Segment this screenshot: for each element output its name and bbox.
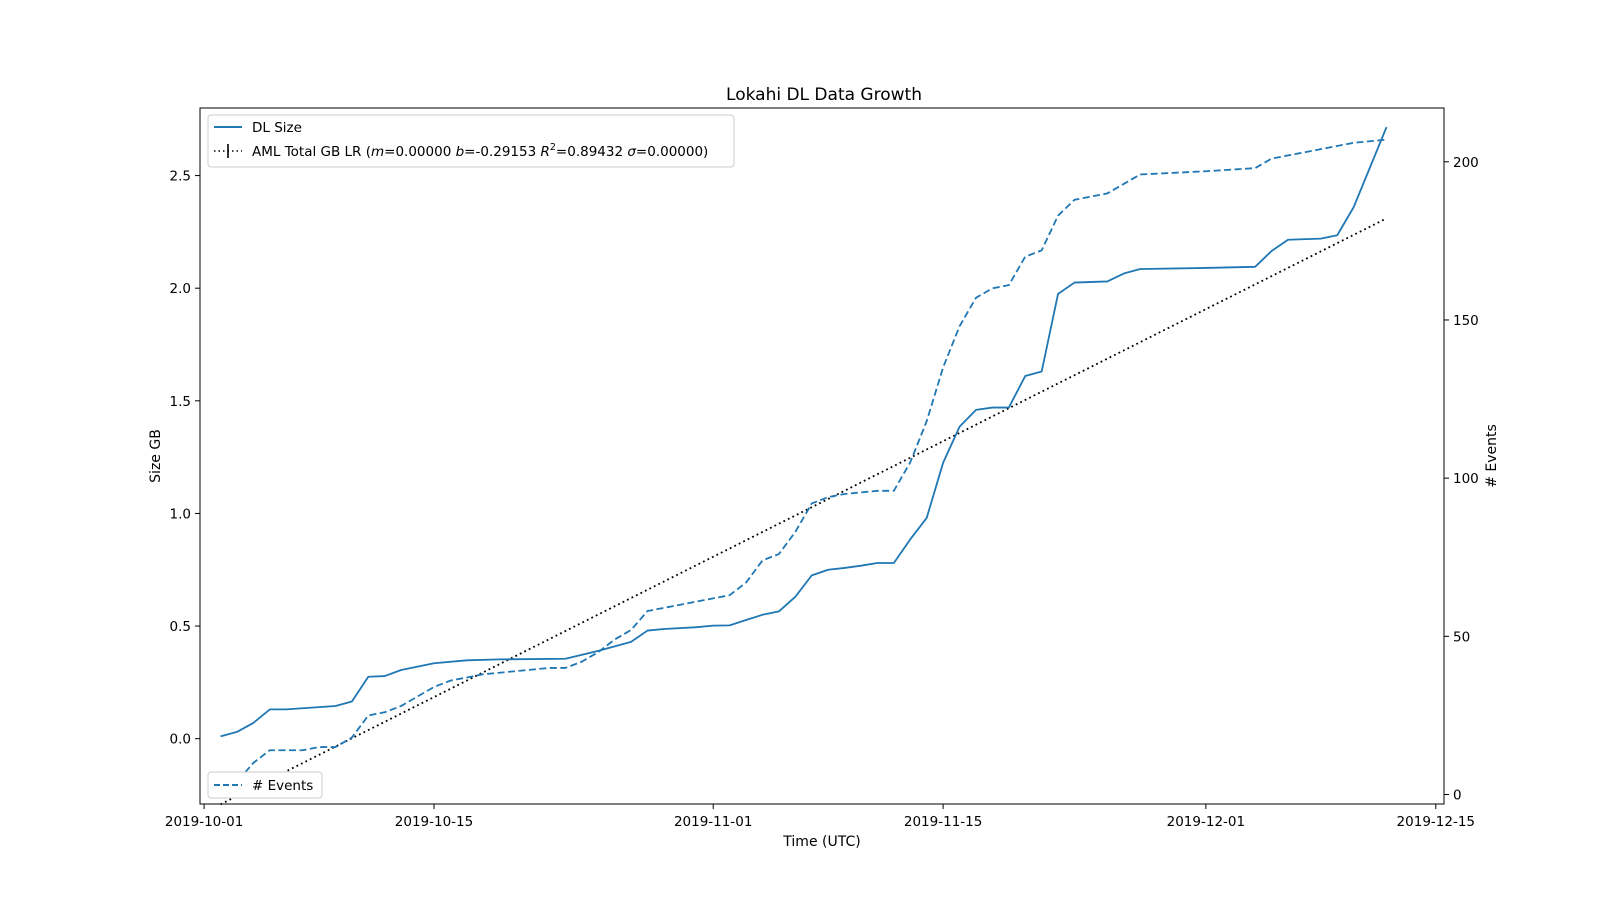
y-tick-label: 0.5 [170,619,191,635]
x-tick-label: 2019-12-15 [1397,814,1475,830]
legend-bottom-left: # Events [207,771,323,799]
plot-area-frame [199,107,1445,805]
y-tick-label: 1.5 [170,394,191,410]
y-tick-label: 0.0 [170,732,191,748]
x-tick-label: 2019-10-15 [395,814,473,830]
x-tick-label: 2019-11-15 [904,814,982,830]
y2-tick-label: 100 [1453,471,1479,487]
y2-tick-label: 50 [1453,629,1470,645]
legend-lr-label: AML Total GB LR (m=0.00000 b=-0.29153 R2… [252,142,708,160]
legend-bottom-left-box [207,771,323,799]
legend-top-left-box [207,114,735,168]
y2-axis-ticks: 0 50 100 150 200 [1444,155,1479,804]
x-tick-label: 2019-10-01 [165,814,243,830]
x-tick-label: 2019-11-01 [674,814,752,830]
x-axis-title: Time (UTC) [782,834,860,850]
y-tick-label: 1.0 [170,506,191,522]
x-axis-ticks: 2019-10-01 2019-10-15 2019-11-01 2019-11-15… [165,804,1475,830]
legend-dl-size-label: DL Size [252,120,302,136]
series-line-aml-total-gb-lr [220,217,1387,806]
legend-events-label: # Events [252,778,313,794]
y2-tick-label: 0 [1453,788,1462,804]
series-line-dl-size [220,126,1388,738]
y-tick-label: 2.0 [170,281,191,297]
y2-tick-label: 200 [1453,155,1479,171]
legend-top-left: DL Size AML Total GB LR (m=0.00000 b=-0.… [207,114,735,168]
series-line-events [220,138,1387,793]
y-axis-ticks: 0.0 0.5 1.0 1.5 2.0 2.5 [170,169,200,748]
chart-title: Lokahi DL Data Growth [726,85,922,105]
y2-tick-label: 150 [1453,313,1479,329]
y-axis-title: Size GB [148,429,164,483]
series-layer [220,126,1388,806]
x-tick-label: 2019-12-01 [1167,814,1245,830]
y2-axis-title: # Events [1484,424,1500,488]
y-tick-label: 2.5 [170,169,191,185]
